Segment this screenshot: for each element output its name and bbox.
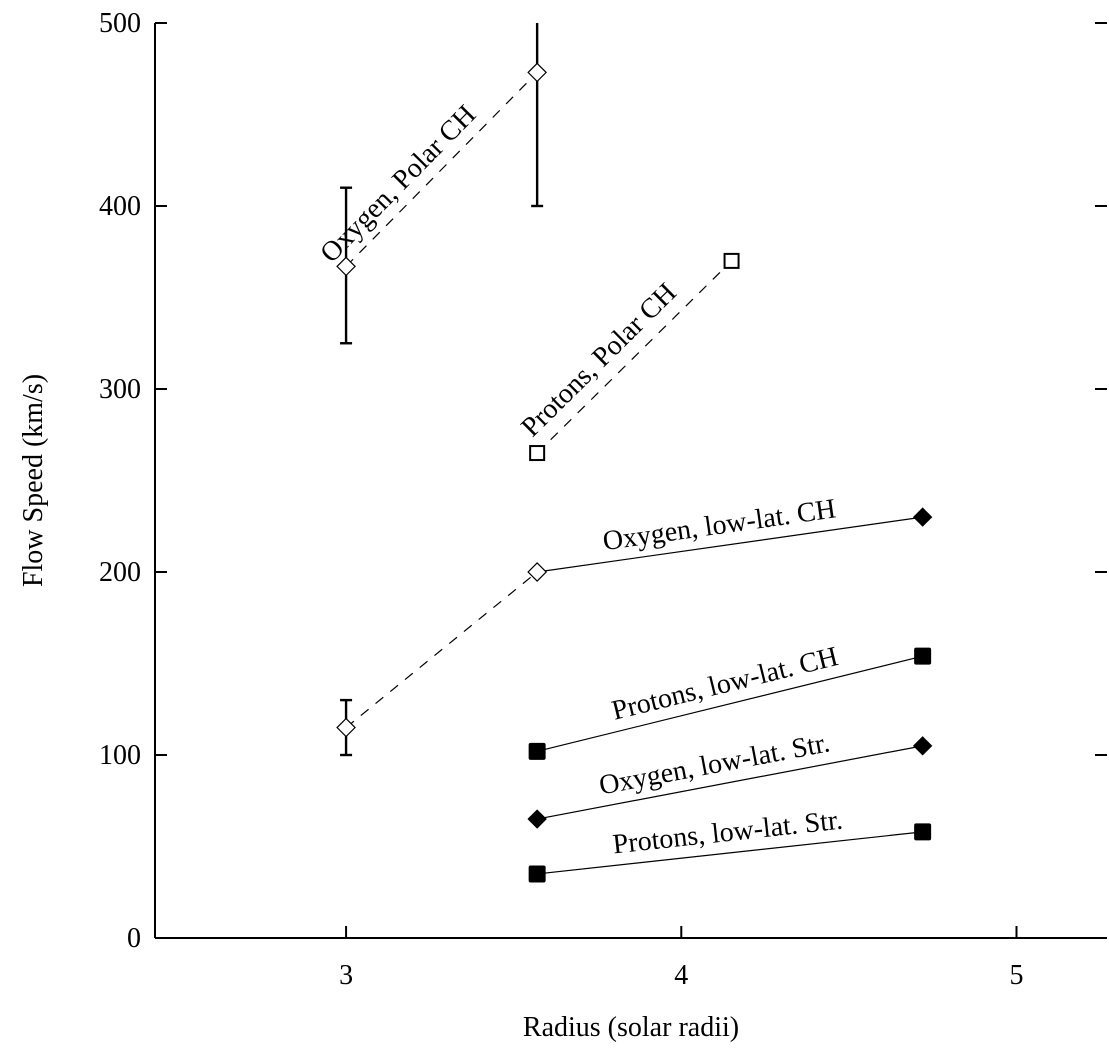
open-diamond-marker	[527, 62, 547, 83]
series-line	[536, 655, 923, 752]
x-tick-label: 3	[339, 960, 353, 991]
filled-diamond-marker	[912, 736, 933, 756]
filled-diamond-marker	[527, 809, 547, 829]
y-tick-label: 100	[99, 740, 141, 771]
series-line	[537, 831, 923, 875]
series-annotation: Oxygen, low-lat. CH	[601, 493, 838, 557]
axes: 0 100 200 300 400 500 3 4 5	[99, 8, 1107, 991]
y-tick-label: 200	[99, 557, 141, 588]
open-square-marker	[723, 252, 740, 269]
y-tick-label: 0	[127, 923, 141, 954]
x-tick-label: 5	[1009, 960, 1023, 991]
series-line	[345, 71, 538, 267]
series-annotation: Protons, low-lat. CH	[609, 641, 841, 727]
open-diamond-marker	[336, 717, 356, 738]
x-tick-label: 4	[674, 960, 688, 991]
open-square-marker	[529, 445, 546, 462]
series-annotation: Oxygen, low-lat. Str.	[597, 727, 833, 801]
x-axis-title: Radius (solar radii)	[523, 1012, 739, 1043]
series-line	[536, 260, 732, 454]
y-axis-title: Flow Speed (km/s)	[18, 374, 49, 587]
series-annotation: Protons, Polar CH	[515, 277, 682, 443]
filled-square-marker	[914, 823, 932, 841]
filled-square-marker	[914, 647, 932, 665]
series-annotation: Protons, low-lat. Str.	[611, 805, 844, 861]
open-diamond-marker	[336, 256, 356, 277]
series-annotation: Oxygen, Polar CH	[314, 99, 482, 269]
filled-square-marker	[528, 742, 546, 760]
filled-diamond-marker	[912, 507, 933, 527]
y-tick-label: 400	[99, 191, 141, 222]
open-diamond-marker	[527, 562, 547, 582]
series-line	[345, 571, 538, 729]
y-tick-label: 500	[99, 8, 141, 39]
filled-square-marker	[528, 865, 546, 883]
series-line	[537, 516, 923, 573]
data-markers	[336, 62, 933, 883]
series-lines	[345, 71, 923, 875]
series-line	[537, 745, 923, 820]
y-tick-label: 300	[99, 374, 141, 405]
